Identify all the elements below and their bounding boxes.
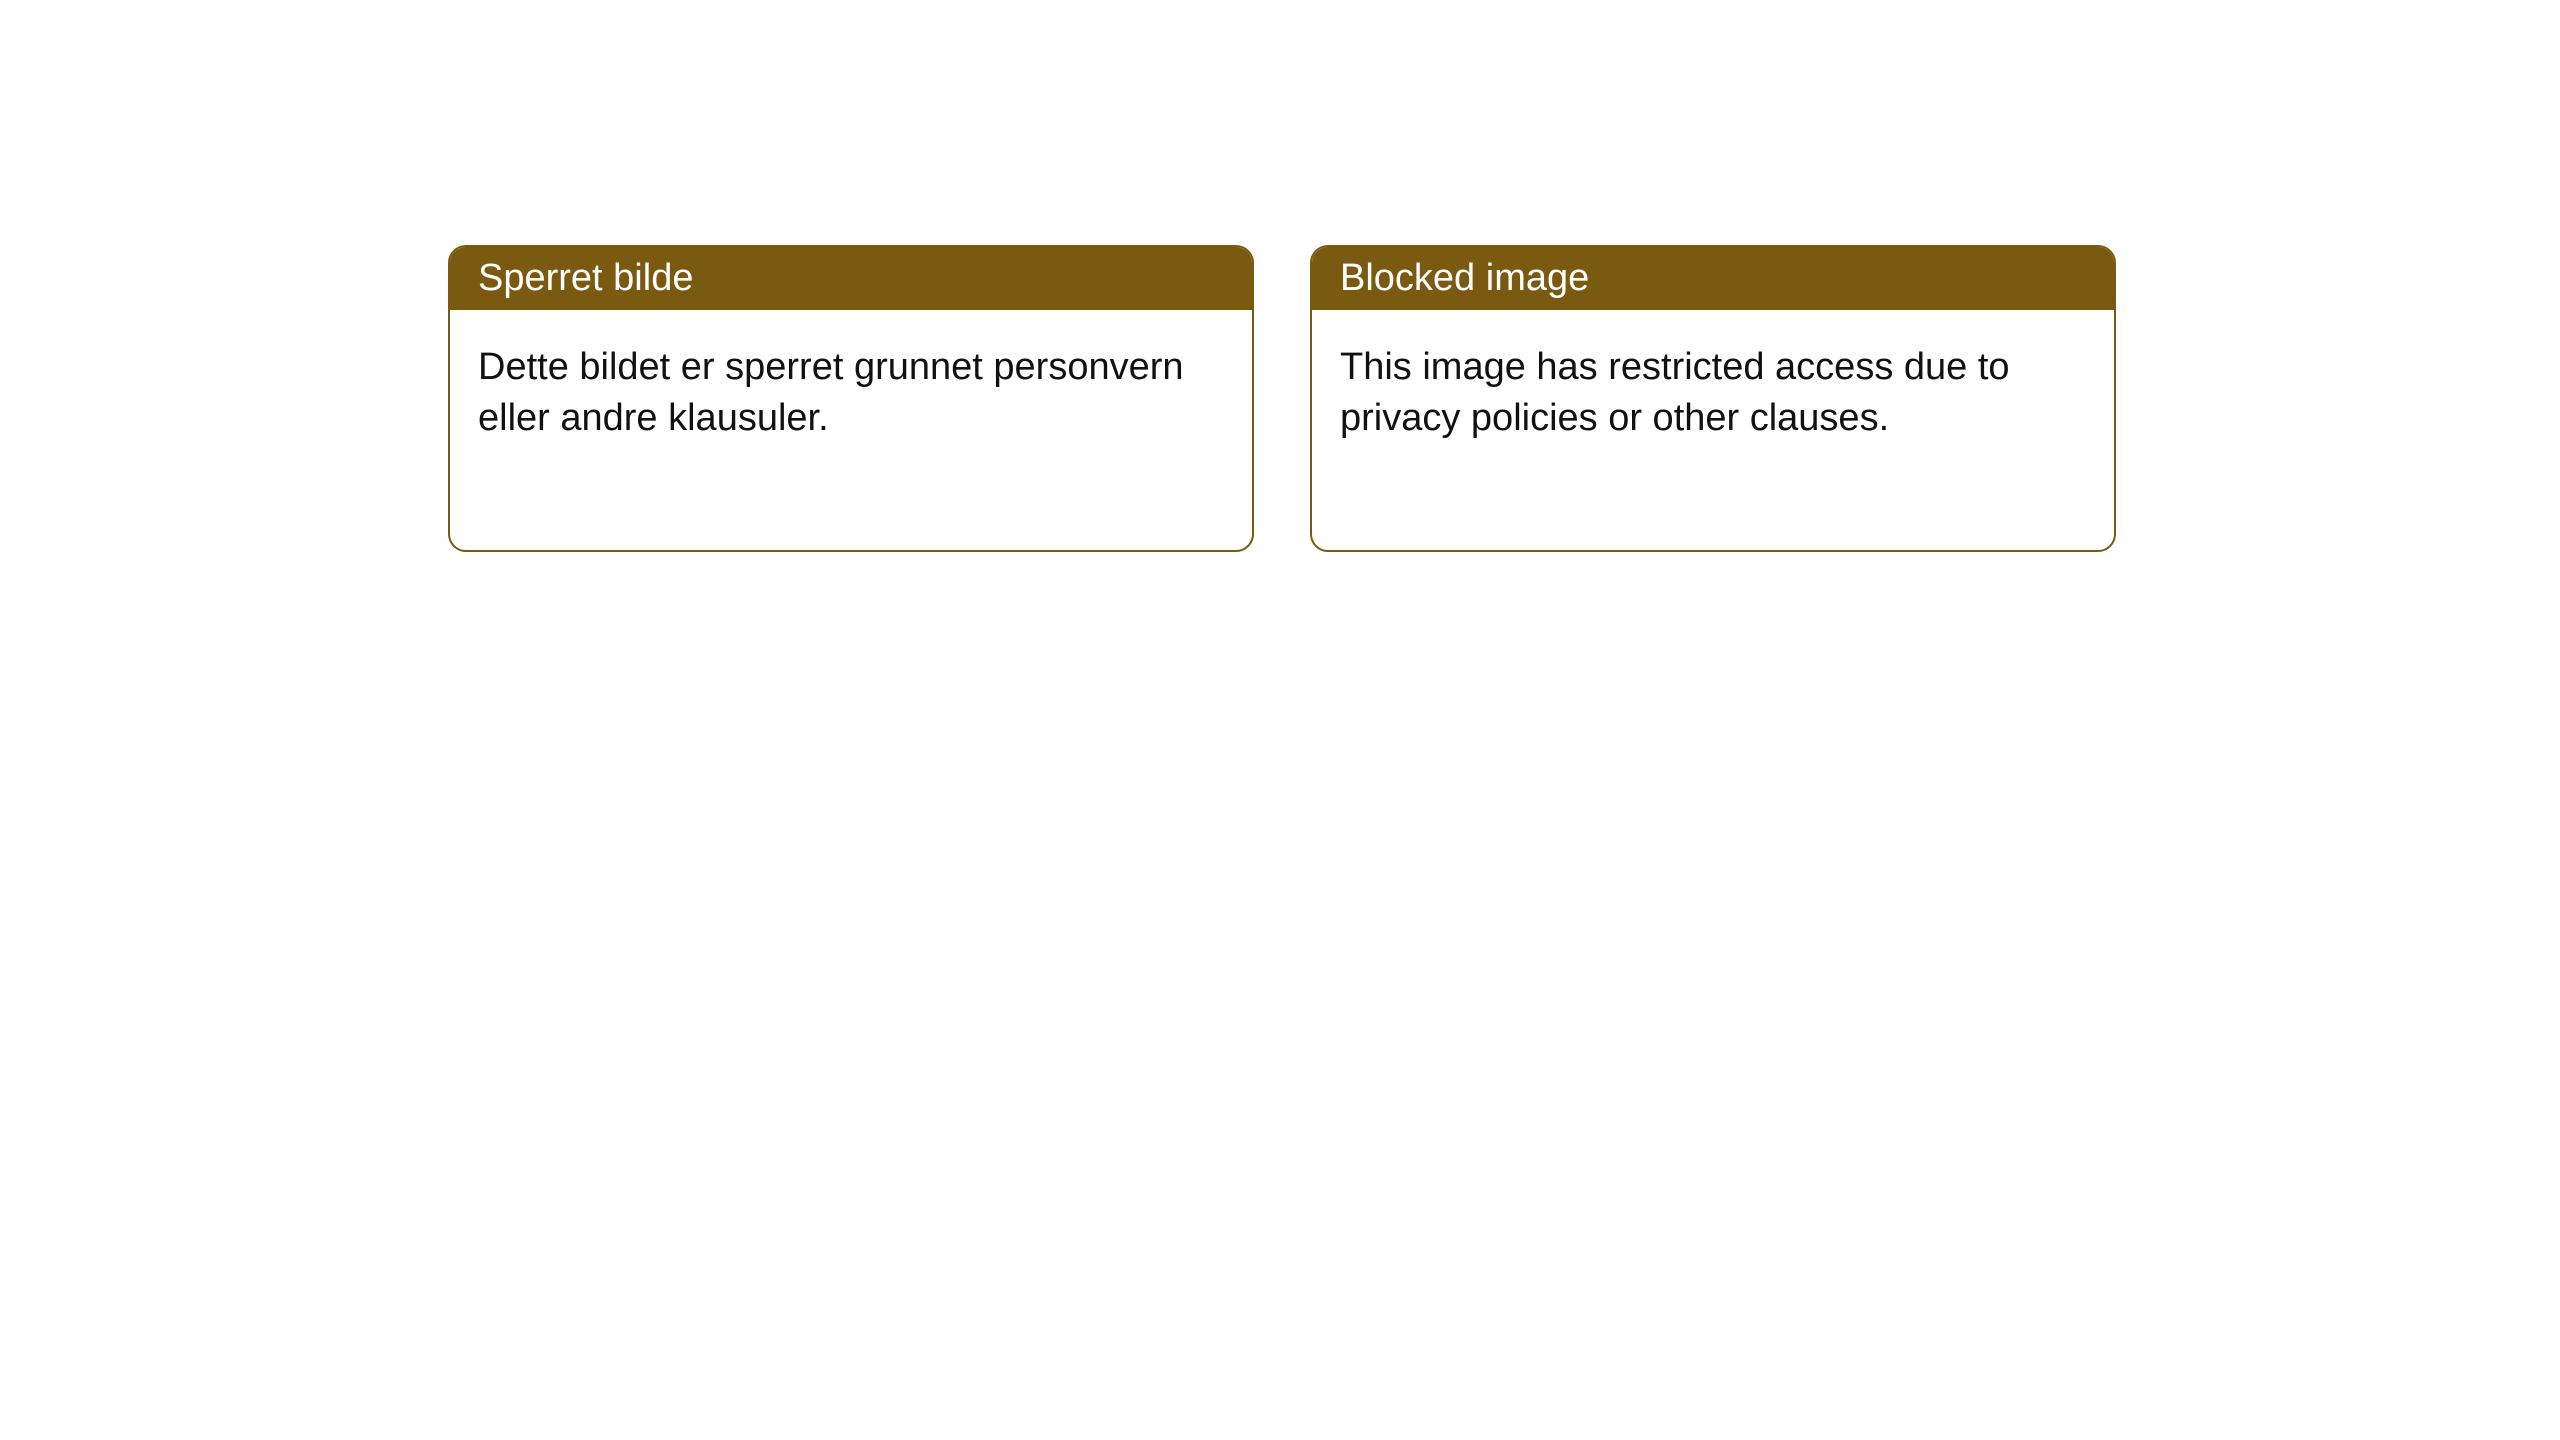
notice-body-norwegian: Dette bildet er sperret grunnet personve… xyxy=(450,310,1252,550)
notice-card-norwegian: Sperret bilde Dette bildet er sperret gr… xyxy=(448,245,1254,552)
notice-title: Sperret bilde xyxy=(478,257,693,299)
notice-text: This image has restricted access due to … xyxy=(1340,346,2010,439)
notice-card-english: Blocked image This image has restricted … xyxy=(1310,245,2116,552)
notice-header-english: Blocked image xyxy=(1312,247,2114,310)
notice-container: Sperret bilde Dette bildet er sperret gr… xyxy=(0,0,2560,552)
notice-text: Dette bildet er sperret grunnet personve… xyxy=(478,346,1184,439)
notice-header-norwegian: Sperret bilde xyxy=(450,247,1252,310)
notice-body-english: This image has restricted access due to … xyxy=(1312,310,2114,550)
notice-title: Blocked image xyxy=(1340,257,1589,299)
